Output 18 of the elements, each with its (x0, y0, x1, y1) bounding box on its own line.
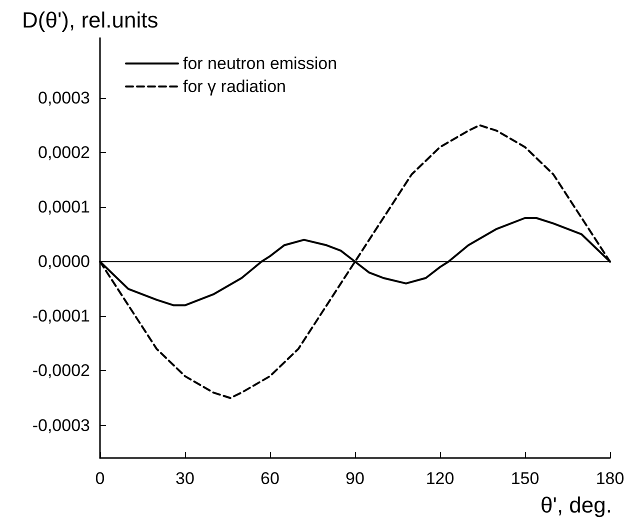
x-tick-label: 60 (260, 469, 280, 488)
x-tick-label: 0 (95, 469, 105, 488)
y-tick-label: 0,0002 (38, 143, 90, 162)
y-tick-label: 0,0001 (38, 198, 90, 217)
x-tick-label: 120 (426, 469, 454, 488)
x-tick-label: 180 (596, 469, 624, 488)
x-tick-label: 150 (510, 469, 540, 488)
y-tick-label: 0,0003 (38, 88, 90, 108)
y-axis-title: D(θ'), rel.units (22, 8, 158, 32)
x-tick-label: 90 (346, 469, 364, 488)
y-tick-label: -0,0002 (32, 361, 90, 380)
legend-label: for γ radiation (183, 77, 286, 96)
x-axis-title: θ', deg. (540, 492, 612, 518)
legend-label: for neutron emission (183, 54, 338, 73)
y-tick-label: 0,0000 (38, 252, 90, 272)
x-tick-label: 30 (176, 469, 194, 488)
y-tick-label: -0,0001 (32, 306, 90, 326)
y-tick-label: -0,0003 (32, 416, 90, 435)
